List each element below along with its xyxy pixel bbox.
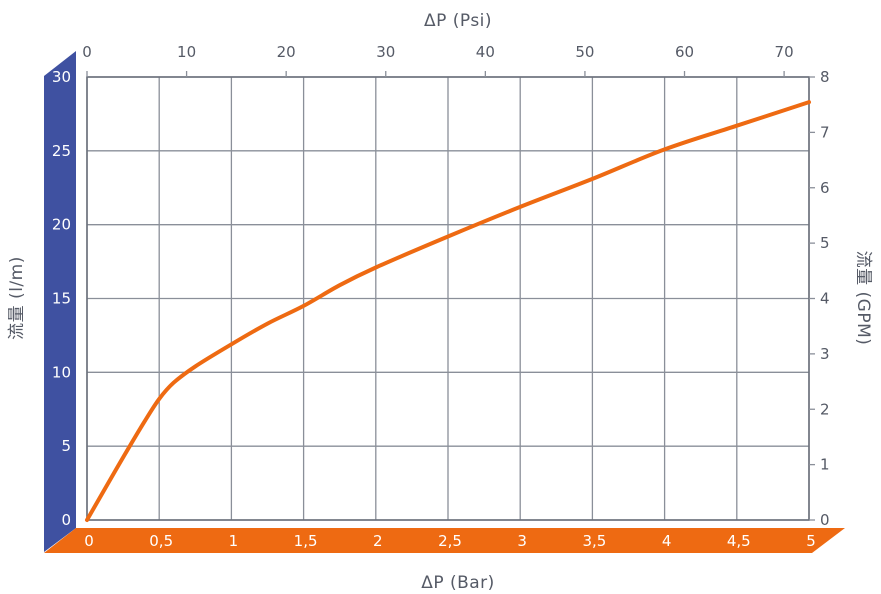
bottom-tick-label: 2,5 (438, 532, 462, 550)
bottom-tick-label: 2 (373, 532, 383, 550)
top-tick-label: 20 (277, 43, 296, 61)
bottom-axis-band (44, 528, 845, 553)
right-axis-title: 流量 (GPM) (853, 251, 873, 346)
bottom-axis-title: ΔP (Bar) (421, 573, 495, 593)
right-tick-label: 0 (820, 511, 830, 529)
bottom-tick-label: 4 (662, 532, 672, 550)
left-tick-label: 10 (52, 363, 71, 381)
top-tick-label: 10 (177, 43, 196, 61)
bottom-tick-label: 4,5 (727, 532, 751, 550)
left-tick-label: 25 (52, 142, 71, 160)
left-axis-title: 流量 (l/m) (7, 256, 27, 340)
right-tick-label: 8 (820, 68, 830, 86)
right-tick-label: 3 (820, 345, 830, 363)
bottom-tick-label: 0 (84, 532, 94, 550)
right-tick-label: 4 (820, 290, 830, 308)
left-tick-label: 20 (52, 216, 71, 234)
top-axis-title: ΔP (Psi) (424, 11, 492, 31)
left-tick-label: 15 (52, 290, 71, 308)
bottom-tick-label: 1,5 (294, 532, 318, 550)
top-tick-label: 0 (82, 43, 92, 61)
left-tick-label: 5 (61, 437, 71, 455)
right-tick-label: 5 (820, 234, 830, 252)
plot-grid (86, 76, 810, 521)
top-tick-label: 70 (775, 43, 794, 61)
top-tick-label: 30 (376, 43, 395, 61)
right-tick-label: 6 (820, 179, 830, 197)
top-tick-label: 40 (476, 43, 495, 61)
bottom-axis-ticks: 0 0,5 1 1,5 2 2,5 3 3,5 4 4,5 5 (84, 532, 816, 550)
bottom-tick-label: 0,5 (149, 532, 173, 550)
right-tick-label: 1 (820, 456, 830, 474)
top-tick-label: 50 (575, 43, 594, 61)
bottom-tick-label: 3,5 (582, 532, 606, 550)
left-axis-ticks: 0 5 10 15 20 25 30 (52, 68, 71, 529)
left-axis-band (44, 51, 76, 552)
top-axis-ticks: 0 10 20 30 40 50 60 70 (82, 43, 794, 77)
bottom-tick-label: 5 (806, 532, 816, 550)
flow-curve (85, 100, 811, 522)
right-tick-label: 2 (820, 400, 830, 418)
right-tick-label: 7 (820, 123, 830, 141)
left-tick-label: 30 (52, 68, 71, 86)
bottom-tick-label: 1 (229, 532, 239, 550)
right-axis-ticks: 0 1 2 3 4 5 6 7 8 (809, 68, 830, 529)
top-tick-label: 60 (675, 43, 694, 61)
bottom-tick-label: 3 (517, 532, 527, 550)
left-tick-label: 0 (61, 511, 71, 529)
